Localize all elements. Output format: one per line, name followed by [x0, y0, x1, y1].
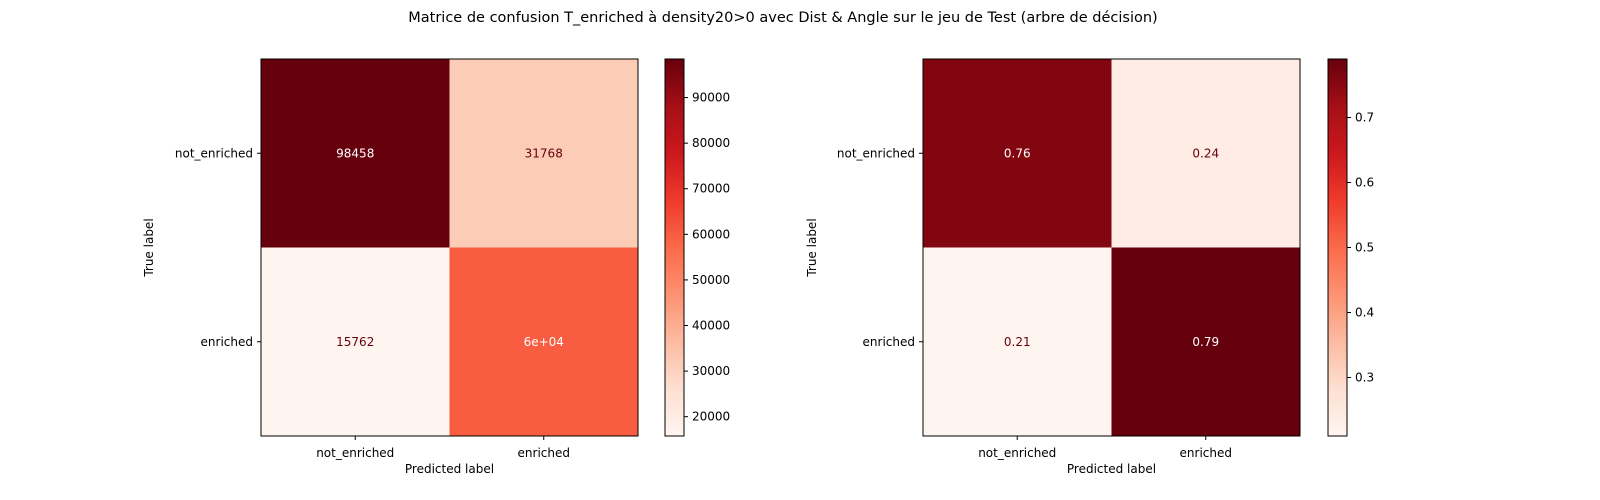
colorbar-tick-label: 60000 [692, 227, 730, 241]
matrix-cell [449, 59, 638, 248]
matrix-frame [922, 58, 1301, 437]
x-axis-label: Predicted label [1067, 462, 1156, 476]
x-tick-label: enriched [518, 446, 570, 460]
colorbar-tick-label: 50000 [692, 273, 730, 287]
cell-value-label: 0.21 [1004, 335, 1031, 349]
cell-value-label: 6e+04 [524, 335, 564, 349]
colorbar-tick-label: 30000 [692, 364, 730, 378]
y-tick-label: enriched [201, 335, 253, 349]
confusion-matrix-panel-2: 0.76 0.24 0.21 0.79 not_enriched enriched not_… [805, 58, 1374, 476]
y-axis-label: True label [142, 218, 156, 277]
x-tick-label: enriched [1180, 446, 1232, 460]
colorbar-tick-label: 0.6 [1355, 176, 1374, 190]
x-tick-label: not_enriched [978, 446, 1056, 460]
cell-value-label: 0.79 [1192, 335, 1219, 349]
cell-value-label: 0.24 [1192, 146, 1219, 160]
x-axis-label: Predicted label [405, 462, 494, 476]
colorbar-tick-label: 80000 [692, 136, 730, 150]
matrix-cell [923, 59, 1112, 248]
confusion-matrix-panel-1: 98458 31768 15762 6e+04 not_enriched enriched… [142, 58, 730, 476]
x-tick-label: not_enriched [316, 446, 394, 460]
y-axis-label: True label [805, 218, 819, 277]
colorbar-tick-label: 0.4 [1355, 306, 1374, 320]
cell-value-label: 0.76 [1004, 146, 1031, 160]
colorbar [665, 59, 684, 436]
matrix-cell [923, 247, 1112, 436]
y-tick-label: not_enriched [837, 146, 915, 160]
cell-value-label: 31768 [525, 146, 563, 160]
figure-title: Matrice de confusion T_enriched à densit… [408, 10, 1157, 26]
cell-value-label: 98458 [336, 146, 374, 160]
colorbar-tick-label: 90000 [692, 91, 730, 105]
colorbar [1328, 59, 1347, 436]
matrix-frame [260, 58, 639, 437]
matrix-cell [1111, 59, 1300, 248]
colorbar-tick-label: 40000 [692, 319, 730, 333]
matrix-cell [261, 59, 450, 248]
colorbar-tick-label: 70000 [692, 182, 730, 196]
colorbar-tick-label: 0.7 [1355, 111, 1374, 125]
matrix-cell [449, 247, 638, 436]
matrix-cell [261, 247, 450, 436]
colorbar-tick-label: 20000 [692, 410, 730, 424]
cell-value-label: 15762 [336, 335, 374, 349]
y-tick-label: enriched [863, 335, 915, 349]
colorbar-frame [664, 58, 685, 437]
matrix-cell [1111, 247, 1300, 436]
y-tick-label: not_enriched [175, 146, 253, 160]
colorbar-tick-label: 0.3 [1355, 371, 1374, 385]
colorbar-tick-label: 0.5 [1355, 241, 1374, 255]
